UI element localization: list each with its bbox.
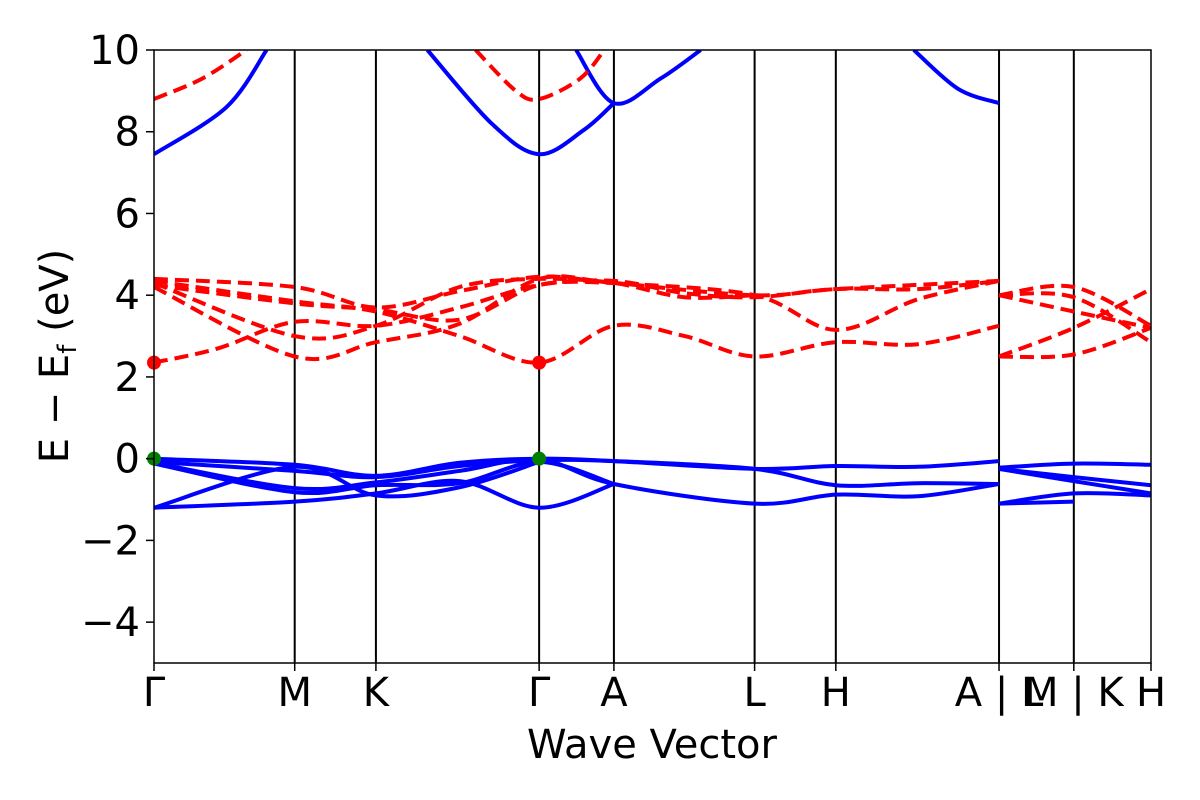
spin-up-band <box>998 499 1074 506</box>
spin-up-band <box>154 459 540 510</box>
spin-down-band <box>998 283 1151 328</box>
vbm-marker <box>532 451 547 466</box>
y-axis-label-subscript: f <box>53 344 83 354</box>
spin-up-band <box>574 50 702 106</box>
spin-up-band <box>998 461 1151 470</box>
band-edge-markers <box>147 355 547 466</box>
spin-down-band <box>998 293 1151 330</box>
spin-up-band <box>425 50 616 157</box>
x-tick-label: Γ <box>143 670 166 716</box>
cbm-marker <box>532 355 547 370</box>
x-tick-label: M <box>277 670 312 716</box>
y-tick-label: 10 <box>89 28 140 74</box>
y-tick-label: 6 <box>115 191 140 237</box>
spin-up-band <box>154 50 269 156</box>
spin-down-band <box>154 276 755 341</box>
spin-down-band <box>998 326 1151 360</box>
spin-up-band <box>912 50 1000 106</box>
y-axis-ticks: −4 −2 0 2 4 6 8 10 <box>81 28 154 646</box>
plot-frame <box>153 49 1152 664</box>
spin-down-band <box>154 274 1000 310</box>
spin-down-band <box>998 291 1151 344</box>
x-tick-label: M | K <box>1024 670 1125 716</box>
y-axis-label-main: E − E <box>32 354 78 464</box>
spin-up-band <box>998 491 1151 506</box>
x-tick-label: A <box>600 670 628 716</box>
x-tick-label: K <box>363 670 391 716</box>
spin-up-band <box>154 478 615 510</box>
y-tick-label: 4 <box>115 273 140 319</box>
y-axis-label-unit: (eV) <box>32 249 78 345</box>
y-axis-label: E − Ef (eV) <box>32 249 83 464</box>
spin-down-band <box>154 279 614 323</box>
y-tick-label: −4 <box>81 600 140 646</box>
spin-up-band <box>998 466 1151 496</box>
y-tick-label: 8 <box>115 110 140 156</box>
x-tick-label: Γ <box>528 670 551 716</box>
x-tick-label: H <box>821 670 851 716</box>
x-tick-label: H <box>1136 670 1166 716</box>
x-tick-label: A | L <box>955 670 1044 716</box>
kpath-divider-lines <box>293 50 1075 663</box>
y-tick-label: −2 <box>81 518 140 564</box>
spin-down-band <box>998 287 1151 359</box>
x-tick-label: L <box>743 670 766 716</box>
spin-down-band <box>154 278 1000 365</box>
y-tick-label: 2 <box>115 355 140 401</box>
spin-down-band <box>154 50 248 101</box>
band-lines <box>154 50 1151 510</box>
y-tick-label: 0 <box>115 437 140 483</box>
x-axis-label: Wave Vector <box>527 722 778 768</box>
